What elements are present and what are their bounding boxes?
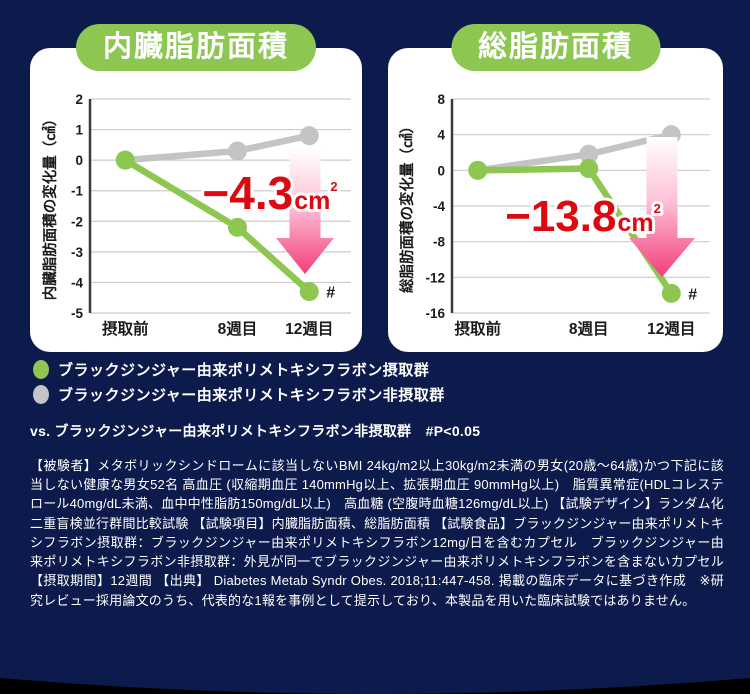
visceral-fat-panel: 内臓脂肪面積 2 1 0 -1 -2 -3 -4 -5 内臓脂肪面積の変化量（㎠） 摂取前 8週目 1…: [30, 24, 362, 352]
legend: ブラックジンジャー由来ポリメトキシフラボン摂取群 ブラックジンジャー由来ポリメト…: [33, 357, 445, 407]
svg-text:0: 0: [437, 163, 445, 178]
legend-label: ブラックジンジャー由来ポリメトキシフラボン非摂取群: [58, 387, 445, 404]
svg-text:0: 0: [75, 153, 83, 168]
svg-text:8: 8: [437, 92, 445, 107]
svg-text:-5: -5: [71, 306, 83, 321]
svg-text:摂取前: 摂取前: [102, 319, 149, 338]
total-fat-title-badge: 総脂肪面積: [450, 24, 661, 71]
svg-text:−4.3cm2: −4.3cm2: [202, 167, 337, 219]
legend-item-control-group: ブラックジンジャー由来ポリメトキシフラボン非摂取群: [33, 382, 445, 407]
svg-text:-3: -3: [71, 245, 83, 260]
svg-text:摂取前: 摂取前: [455, 319, 502, 338]
svg-text:-16: -16: [425, 306, 445, 321]
svg-text:-4: -4: [71, 275, 83, 290]
svg-text:#: #: [326, 285, 335, 302]
visceral-fat-chart: 2 1 0 -1 -2 -3 -4 -5 内臓脂肪面積の変化量（㎠） 摂取前 8週目 12週目 −4.3…: [30, 48, 362, 357]
svg-text:1: 1: [75, 123, 83, 138]
svg-text:総脂肪面積の変化量（㎠）: 総脂肪面積の変化量（㎠）: [398, 119, 416, 293]
svg-text:-4: -4: [433, 199, 445, 214]
visceral-fat-title-badge: 内臓脂肪面積: [75, 24, 317, 71]
svg-text:-2: -2: [71, 214, 83, 229]
svg-text:-12: -12: [425, 270, 445, 285]
svg-text:内臓脂肪面積の変化量（㎠）: 内臓脂肪面積の変化量（㎠）: [41, 112, 59, 301]
svg-text:−13.8cm2: −13.8cm2: [505, 192, 661, 241]
svg-text:12週目: 12週目: [285, 320, 333, 338]
significance-note: vs. ブラックジンジャー由来ポリメトキシフラボン非摂取群 #P<0.05: [30, 423, 481, 439]
legend-item-intake-group: ブラックジンジャー由来ポリメトキシフラボン摂取群: [33, 357, 445, 382]
svg-text:-8: -8: [433, 235, 445, 250]
legend-label: ブラックジンジャー由来ポリメトキシフラボン摂取群: [58, 362, 430, 379]
study-details-text: 【被験者】メタボリックシンドロームに該当しないBMI 24kg/m2以上30kg…: [30, 458, 724, 608]
svg-text:-1: -1: [71, 184, 83, 199]
svg-text:4: 4: [437, 128, 445, 143]
bottom-curve-decoration: [0, 678, 750, 694]
green-dot-icon: [33, 360, 49, 379]
gray-dot-icon: [33, 385, 49, 404]
svg-text:8週目: 8週目: [569, 320, 609, 338]
svg-text:8週目: 8週目: [218, 320, 258, 338]
svg-text:#: #: [688, 286, 697, 303]
svg-text:2: 2: [75, 92, 83, 107]
total-fat-panel: 総脂肪面積 8 4 0 -4 -8 -12 -16 総脂肪面積の変化量（㎠） 摂取前 8週目 12週…: [388, 24, 723, 352]
total-fat-chart: 8 4 0 -4 -8 -12 -16 総脂肪面積の変化量（㎠） 摂取前 8週目 12週目 −13.8…: [388, 48, 723, 357]
svg-text:12週目: 12週目: [647, 320, 695, 338]
